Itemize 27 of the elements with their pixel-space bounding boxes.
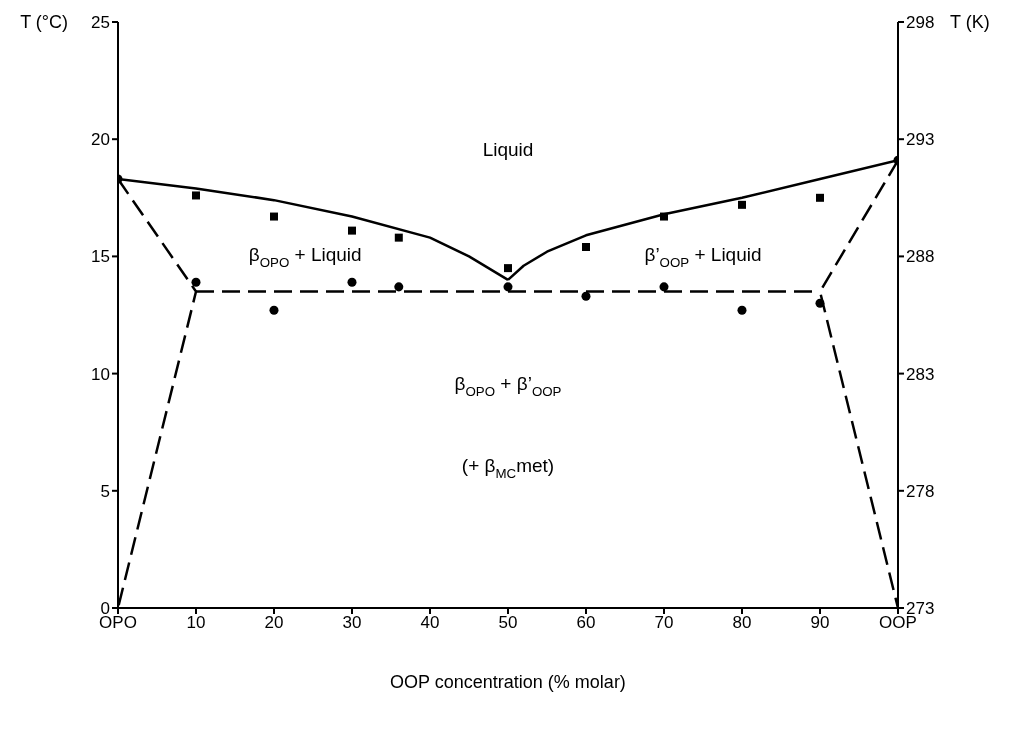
y2-tick-label: 288 <box>906 247 935 267</box>
y-tick-label: 10 <box>91 364 110 384</box>
y-tick-label: 15 <box>91 247 110 267</box>
annotation: β$_{OPO}$ + Liquid <box>248 244 362 271</box>
x-tick-label: 80 <box>732 613 752 633</box>
annotation: Liquid <box>482 138 534 160</box>
y2-tick-label: 298 <box>906 13 935 33</box>
x-tick-label: 50 <box>498 613 518 633</box>
x-tick-label: 90 <box>810 613 830 633</box>
x-tick-label: 70 <box>654 613 674 633</box>
y2-axis-title: T (K) <box>950 12 990 32</box>
y2-tick-label: 283 <box>906 364 935 384</box>
x-tick-label: 10 <box>186 613 206 633</box>
y-axis-title: T (°C) <box>20 12 68 32</box>
annotation: β$_{OPO}$ + β’$_{OOP}$ <box>454 373 562 400</box>
x-tick-label: 20 <box>264 613 284 633</box>
x-tick-label: 30 <box>342 613 362 633</box>
y2-tick-label: 293 <box>906 130 935 150</box>
annotation: β’$_{OOP}$ + Liquid <box>644 244 762 271</box>
y2-tick-label: 278 <box>906 481 935 501</box>
x-axis-title: OOP concentration (% molar) <box>390 672 626 692</box>
annotation: (+ β$_{MC}$met) <box>461 455 555 482</box>
y-tick-label: 20 <box>91 130 110 150</box>
y-tick-label: 5 <box>100 481 110 501</box>
x-tick-label: 60 <box>576 613 596 633</box>
y-tick-label: 25 <box>91 13 110 33</box>
x-tick-label: 40 <box>420 613 440 633</box>
